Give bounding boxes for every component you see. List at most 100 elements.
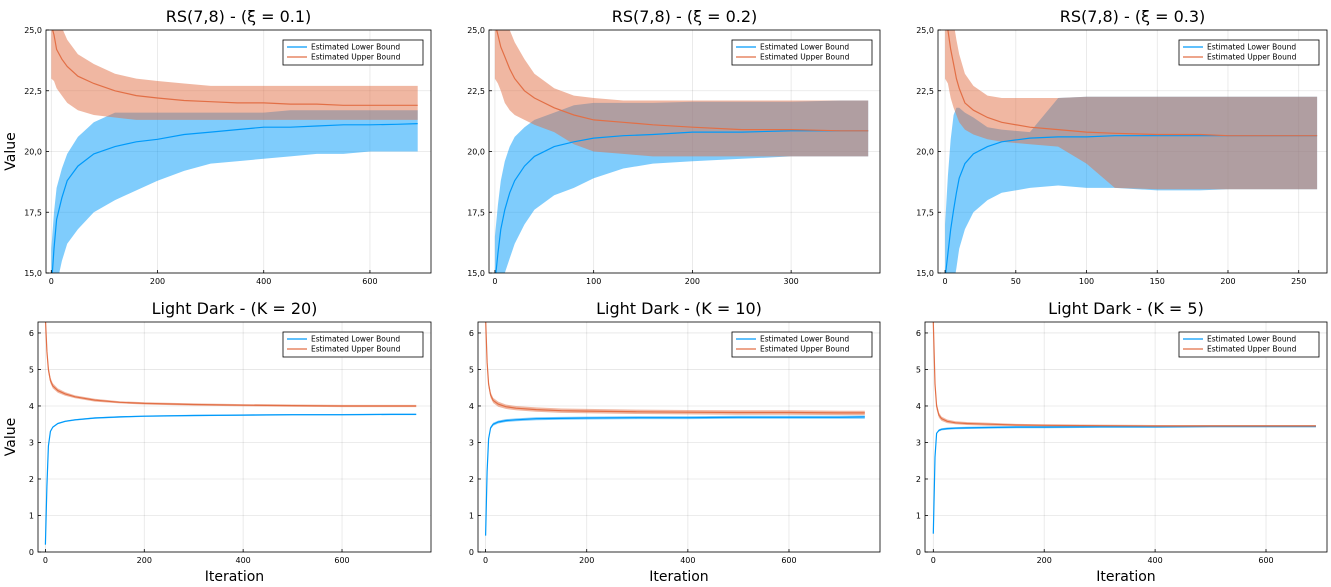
y-tick-label: 17,5	[916, 208, 934, 217]
y-tick-label: 20,0	[467, 148, 485, 157]
x-tick-label: 200	[1220, 277, 1235, 286]
x-tick-label: 150	[1150, 277, 1165, 286]
plot-title: Light Dark - (K = 10)	[596, 299, 762, 318]
y-tick-label: 17,5	[24, 208, 42, 217]
x-tick-label: 0	[43, 556, 48, 565]
y-tick-label: 1	[916, 511, 921, 520]
legend-box	[1178, 331, 1320, 358]
x-axis-label: Iteration	[1096, 569, 1155, 585]
y-tick-label: 20,0	[916, 148, 934, 157]
x-axis-label: Iteration	[205, 569, 264, 585]
y-tick-label: 0	[916, 548, 921, 557]
x-axis-label: Iteration	[649, 569, 708, 585]
x-tick-label: 600	[362, 277, 377, 286]
band-lower	[933, 425, 1316, 534]
x-tick-label: 300	[783, 277, 798, 286]
y-tick-label: 15,0	[467, 269, 485, 278]
x-tick-label: 250	[1291, 277, 1306, 286]
legend-box	[731, 39, 873, 66]
x-tick-label: 600	[334, 556, 349, 565]
y-tick-label: 2	[29, 475, 34, 484]
y-tick-label: 5	[916, 365, 921, 374]
line-upper	[947, 30, 1318, 137]
legend-label: Estimated Upper Bound	[760, 345, 850, 354]
band-upper	[51, 30, 418, 120]
y-tick-label: 3	[469, 438, 474, 447]
x-tick-label: 200	[1037, 556, 1052, 565]
band-lower	[485, 415, 865, 536]
line-lower	[945, 135, 1318, 273]
plot-title: Light Dark - (K = 5)	[1048, 299, 1204, 318]
y-tick-label: 25,0	[916, 26, 934, 35]
y-tick-label: 6	[29, 329, 34, 338]
legend-label: Estimated Lower Bound	[760, 335, 849, 344]
subplot-4: 0 200 400 600 0 1 2 3 4 5 6 Light Dark - (K = 20) It…	[3, 299, 432, 585]
y-tick-label: 4	[916, 402, 921, 411]
y-axis-label: Value	[3, 132, 19, 170]
legend-box	[731, 331, 873, 358]
legend-label: Estimated Upper Bound	[311, 53, 401, 62]
legend-label: Estimated Upper Bound	[311, 345, 401, 354]
x-tick-label: 200	[579, 556, 594, 565]
line-upper	[52, 30, 418, 106]
y-tick-label: 15,0	[24, 269, 42, 278]
plot-title: Light Dark - (K = 20)	[152, 299, 318, 318]
x-tick-label: 600	[1258, 556, 1273, 565]
legend-label: Estimated Lower Bound	[311, 335, 400, 344]
band-lower	[51, 110, 418, 273]
y-tick-label: 2	[916, 475, 921, 484]
y-tick-label: 2	[469, 475, 474, 484]
plot-title: RS(7,8) - (ξ = 0.2)	[612, 7, 758, 26]
plot-data	[932, 322, 1316, 534]
x-tick-label: 200	[137, 556, 152, 565]
subplot-2: 0 100 200 300 15,0 17,5 20,0 22,5 25,0 RS(7,8) - …	[467, 7, 881, 286]
y-tick-label: 25,0	[24, 26, 42, 35]
plot-frame	[37, 321, 432, 553]
x-tick-label: 100	[1079, 277, 1094, 286]
x-tick-label: 0	[931, 556, 936, 565]
y-tick-label: 5	[469, 365, 474, 374]
x-tick-label: 400	[256, 277, 271, 286]
legend-label: Estimated Lower Bound	[760, 43, 849, 52]
legend-label: Estimated Upper Bound	[760, 53, 850, 62]
x-tick-label: 0	[943, 277, 948, 286]
plot-data	[494, 30, 869, 273]
line-lower	[51, 123, 418, 273]
x-tick-label: 0	[483, 556, 488, 565]
plot-data	[44, 322, 417, 545]
y-tick-label: 6	[916, 329, 921, 338]
y-tick-label: 3	[916, 438, 921, 447]
x-tick-label: 0	[492, 277, 497, 286]
y-tick-label: 1	[469, 511, 474, 520]
x-tick-label: 400	[680, 556, 695, 565]
x-tick-label: 400	[236, 556, 251, 565]
legend-label: Estimated Lower Bound	[1207, 43, 1296, 52]
subplot-1: 0 200 400 600 15,0 17,5 20,0 22,5 25,0 RS(7,8) - …	[3, 7, 432, 286]
y-tick-label: 22,5	[467, 87, 485, 96]
band-upper	[485, 322, 865, 416]
band-upper	[945, 30, 1318, 190]
line-upper	[496, 30, 869, 132]
legend-box	[282, 331, 424, 358]
legend-label: Estimated Upper Bound	[1207, 345, 1297, 354]
plot-data	[485, 322, 865, 536]
subplot-6: 0 200 400 600 0 1 2 3 4 5 6 Light Dark - (K = 5) Ite…	[916, 299, 1328, 585]
plot-title: RS(7,8) - (ξ = 0.3)	[1060, 7, 1206, 26]
line-upper	[485, 322, 865, 414]
y-tick-label: 22,5	[24, 87, 42, 96]
y-tick-label: 1	[29, 511, 34, 520]
line-lower	[485, 416, 865, 536]
y-tick-label: 4	[29, 402, 34, 411]
y-tick-label: 15,0	[916, 269, 934, 278]
y-tick-label: 4	[469, 402, 474, 411]
y-tick-label: 25,0	[467, 26, 485, 35]
y-tick-label: 5	[29, 365, 34, 374]
legend-label: Estimated Lower Bound	[1207, 335, 1296, 344]
y-axis-label: Value	[3, 418, 19, 456]
